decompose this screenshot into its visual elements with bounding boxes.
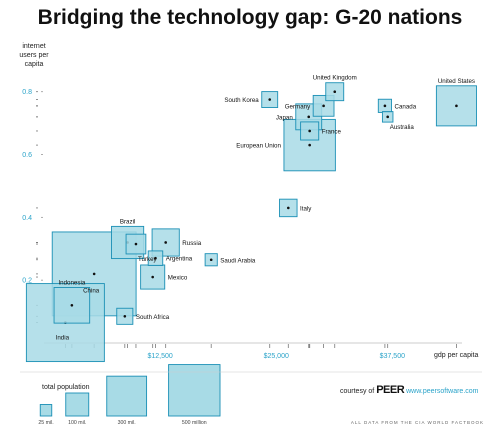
country-dot	[268, 98, 272, 101]
country-label: Canada	[395, 103, 417, 110]
country-label: Australia	[390, 124, 415, 131]
country-label: Italy	[300, 205, 312, 212]
country-dot	[151, 275, 154, 279]
country-dot	[286, 206, 290, 210]
country-label: China	[83, 287, 100, 294]
x-tick-label: $25,000	[264, 353, 289, 360]
country-dot	[333, 90, 337, 94]
country-label: South Korea	[224, 97, 259, 104]
country-dot	[386, 115, 389, 119]
country-label: United States	[438, 78, 475, 85]
country-label: Germany	[285, 103, 311, 110]
legend-box	[39, 404, 53, 417]
country-label: Saudi Arabia	[220, 257, 256, 264]
legend-box	[168, 364, 221, 417]
legend-item-label: 100 mil.	[68, 420, 86, 426]
country-dot	[455, 104, 458, 108]
country-dot	[164, 241, 167, 244]
courtesy-label: courtesy of	[340, 388, 375, 395]
peer-logo: PEER	[376, 384, 405, 396]
country-dot	[70, 304, 74, 307]
chart-title: Bridging the technology gap: G-20 nation…	[37, 6, 463, 29]
country-dot	[383, 104, 387, 108]
courtesy-note: courtesy of PEER www.peersoftware.com	[340, 384, 478, 396]
y-tick-label: 0.8	[22, 89, 32, 96]
y-axis-label: internet users per capita	[19, 43, 49, 68]
peer-url-link[interactable]: www.peersoftware.com	[406, 388, 479, 395]
y-tick-label: 0.4	[22, 215, 32, 222]
country-dot	[308, 129, 311, 133]
country-label: South Africa	[136, 314, 170, 321]
country-box	[140, 264, 166, 290]
country-label: Indonesia	[58, 279, 85, 286]
country-label: France	[322, 128, 342, 135]
country-label: Mexico	[168, 275, 188, 282]
country-dot	[209, 258, 213, 262]
country-dot	[322, 104, 325, 108]
legend-title: total population	[42, 384, 90, 391]
country-dot	[92, 272, 96, 276]
country-label: European Union	[236, 143, 281, 150]
country-dot	[123, 315, 127, 318]
x-axis-label: gdp per capita	[434, 352, 479, 359]
country-label: Russia	[182, 240, 201, 247]
y-tick-label: 0.6	[22, 152, 32, 159]
country-dot	[307, 115, 311, 119]
country-label: Brazil	[120, 218, 135, 225]
legend-item-label: 500 million	[182, 420, 207, 426]
legend-box	[106, 375, 148, 417]
country-label: Japan	[276, 114, 293, 121]
x-tick-label: $37,500	[380, 353, 405, 360]
source-note: ALL DATA FROM THE CIA WORLD FACTBOOK	[350, 420, 484, 425]
country-label: Argentina	[166, 256, 193, 263]
x-tick-label: $12,500	[147, 353, 172, 360]
y-tick-label: 0.2	[22, 278, 32, 285]
legend-item-label: 300 mil.	[118, 420, 136, 426]
country-dot	[154, 256, 157, 260]
legend-item-label: 25 mil.	[38, 420, 53, 426]
country-dot	[134, 242, 138, 246]
country-label: United Kingdom	[313, 75, 357, 82]
country-label: Turkey	[138, 256, 158, 263]
country-dot	[308, 143, 311, 147]
legend-box	[65, 392, 90, 417]
country-label: India	[56, 335, 70, 342]
